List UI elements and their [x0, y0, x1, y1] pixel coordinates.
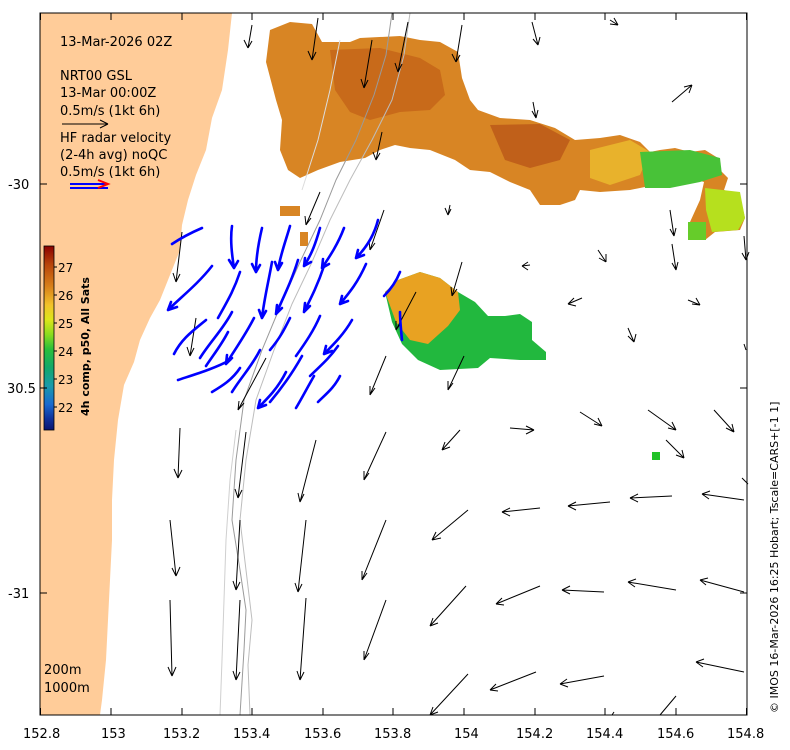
depth-legend-200m: 200m	[44, 663, 81, 678]
x-axis-ticks	[40, 13, 747, 715]
y-tick-minus-30: -30	[8, 178, 29, 193]
hf-scale-label: 0.5m/s (1kt 6h)	[60, 165, 160, 180]
y-axis-labels: -30 30.5 -31	[7, 178, 36, 602]
hf-label-line2: (2-4h avg) noQC	[60, 148, 167, 163]
x-tick-152-8: 152.8	[23, 727, 60, 742]
hf-radar-vectors	[166, 218, 404, 410]
x-axis-labels: 152.8 153 153.2 153.4 153.6 153.8 154 15…	[23, 727, 764, 742]
x-tick-154-4: 154.4	[586, 727, 623, 742]
sst-patch-middle	[385, 272, 660, 460]
x-tick-153-6: 153.6	[304, 727, 341, 742]
x-tick-154-8: 154.8	[727, 727, 764, 742]
colorbar-tick-23: 23	[58, 373, 73, 387]
x-tick-154: 154	[454, 727, 479, 742]
x-tick-154-6: 154.6	[657, 727, 694, 742]
y-tick-30-5: 30.5	[7, 382, 36, 397]
colorbar-title: 4h comp, p50, All Sats	[79, 277, 92, 416]
timestamp-label: 13-Mar-2026 02Z	[60, 35, 172, 50]
arrow-scale-blue	[70, 179, 111, 189]
model-scale-label: 0.5m/s (1kt 6h)	[60, 104, 160, 119]
colorbar-tick-26: 26	[58, 289, 73, 303]
imos-credit: © IMOS 16-Mar-2026 16:25 Hobart; Tscale=…	[768, 402, 781, 713]
colorbar-tick-22: 22	[58, 401, 73, 415]
colorbar-tick-27: 27	[58, 261, 73, 275]
isobath-1000m	[239, 12, 411, 716]
arrow-scale-black	[62, 119, 109, 129]
y-axis-ticks	[40, 183, 747, 594]
x-tick-153: 153	[101, 727, 126, 742]
colorbar-gradient	[43, 245, 55, 431]
source-label: NRT00 GSL	[60, 69, 133, 84]
source-time-label: 13-Mar 00:00Z	[60, 86, 156, 101]
colorbar-tick-25: 25	[58, 317, 73, 331]
model-current-vectors	[167, 17, 750, 716]
x-tick-153-2: 153.2	[163, 727, 200, 742]
x-tick-153-8: 153.8	[374, 727, 411, 742]
bathymetry-contours	[219, 12, 411, 716]
y-tick-minus-31: -31	[8, 587, 29, 602]
colorbar: 27 26 25 24 23 22 4h comp, p50, All Sats	[43, 245, 92, 431]
colorbar-tick-24: 24	[58, 345, 73, 359]
x-tick-153-4: 153.4	[233, 727, 270, 742]
x-tick-154-2: 154.2	[516, 727, 553, 742]
hf-label-line1: HF radar velocity	[60, 131, 172, 146]
isobath-200m	[231, 12, 393, 716]
depth-legend-1000m: 1000m	[44, 681, 90, 696]
sst-patch-north	[266, 22, 745, 246]
